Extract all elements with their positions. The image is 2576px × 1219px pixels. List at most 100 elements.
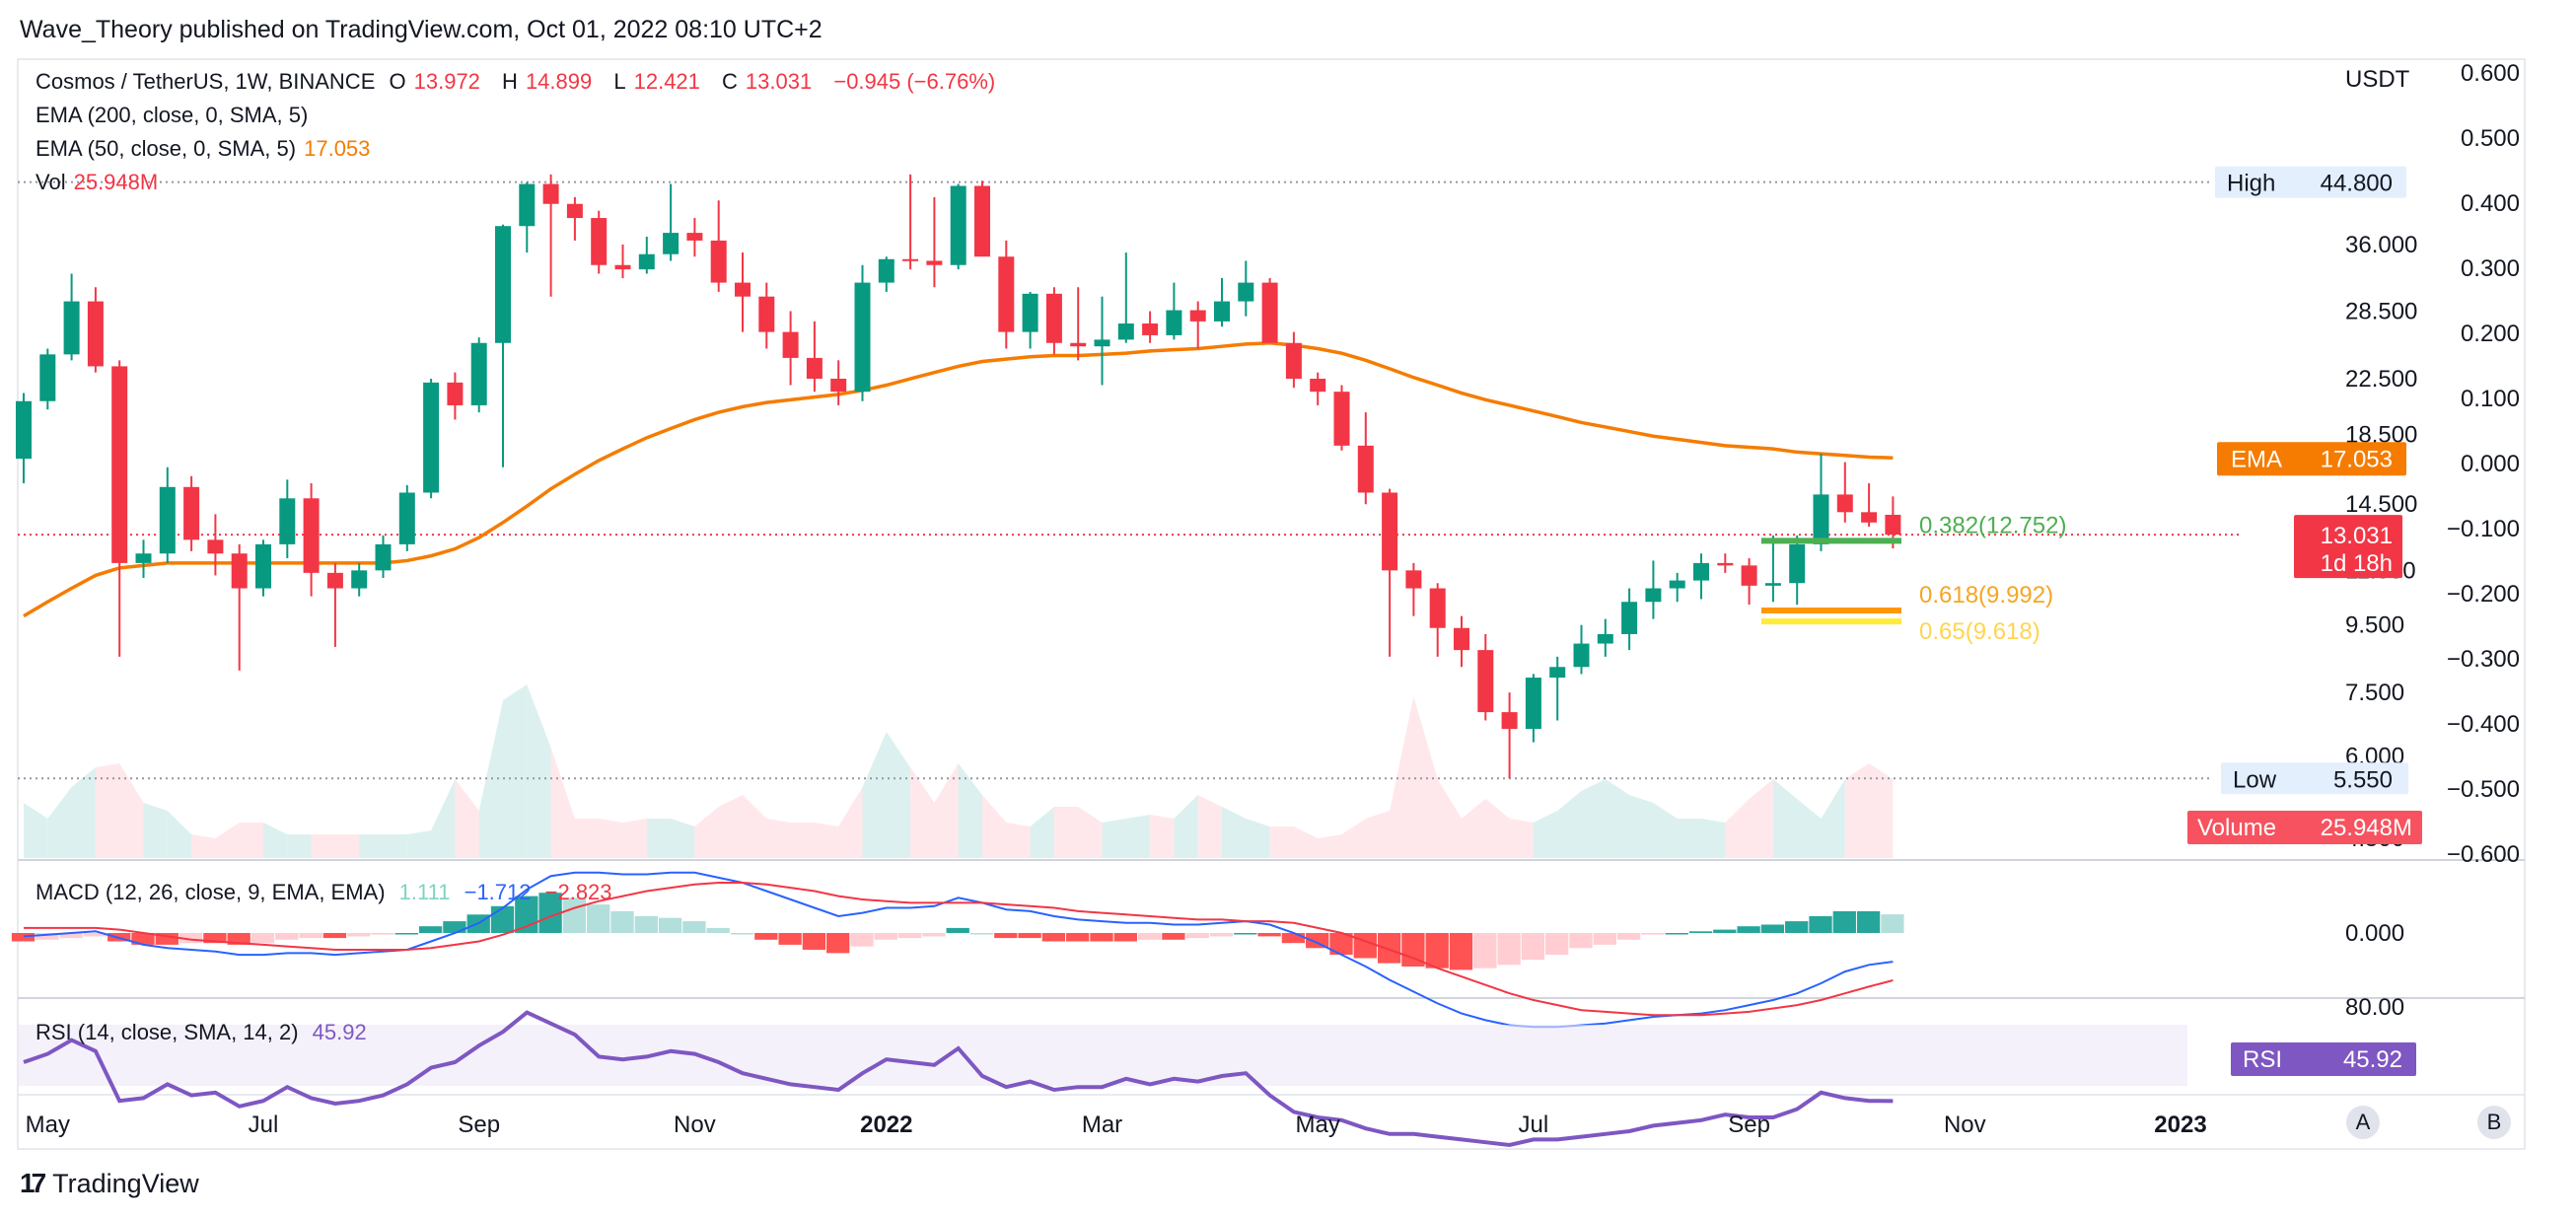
volume-area [191, 834, 216, 858]
right-axis-tick: 0.200 [2461, 321, 2520, 347]
price-tick-label: 9.500 [2345, 612, 2404, 639]
candle-body [758, 296, 775, 332]
volume-area [1246, 819, 1270, 858]
volume-area [671, 819, 695, 858]
candle-body [87, 301, 104, 367]
candle-body [1238, 282, 1254, 302]
macd-histogram-bar [1473, 933, 1497, 968]
candle-body [255, 543, 271, 589]
macd-line-value: −1.712 [464, 880, 532, 904]
volume-area [1677, 819, 1701, 858]
ema50-legend[interactable]: EMA (50, close, 0, SMA, 5) 17.053 [36, 136, 378, 162]
volume-area [934, 763, 959, 858]
candle-body [519, 183, 536, 227]
macd-histogram-bar [802, 933, 826, 950]
volume-area [1341, 819, 1366, 858]
macd-histogram-bar [969, 933, 994, 935]
symbol-name: Cosmos / TetherUS, 1W, BINANCE [36, 69, 376, 94]
time-axis-label: May [26, 1111, 70, 1138]
symbol-legend[interactable]: Cosmos / TetherUS, 1W, BINANCE O 13.972 H… [36, 69, 1003, 95]
candle-body [398, 492, 415, 544]
macd-tick-label: 0.000 [2345, 920, 2404, 947]
candle-body [207, 539, 224, 554]
candle-body [1764, 583, 1781, 586]
low-tag [2221, 762, 2408, 795]
volume-area [1749, 779, 1773, 858]
macd-hist-value: 1.111 [398, 880, 451, 904]
candle-body [1717, 562, 1734, 566]
volume-tag-value: 25.948M [2321, 815, 2412, 841]
macd-histogram-bar [275, 933, 299, 940]
macd-histogram-bar [1185, 933, 1209, 939]
volume-area [1053, 807, 1079, 858]
footer-brand[interactable]: 17 TradingView [20, 1168, 199, 1199]
right-axis-tick: −0.400 [2447, 711, 2520, 738]
candle-body [663, 233, 680, 254]
macd-histogram-bar [874, 933, 897, 940]
candle-body [710, 240, 727, 283]
volume-area [958, 763, 982, 858]
macd-legend[interactable]: MACD (12, 26, close, 9, EMA, EMA) 1.111 … [36, 880, 620, 905]
macd-histogram-bar [1521, 933, 1545, 961]
macd-histogram-bar [730, 933, 754, 935]
b-scale-button[interactable]: B [2477, 1106, 2511, 1139]
ema50-line [23, 341, 1894, 618]
candle-body [902, 258, 919, 261]
macd-histogram-bar [994, 933, 1018, 939]
volume-tag-label: Volume [2197, 815, 2276, 841]
candle-body [1117, 323, 1134, 340]
candle-body [1166, 310, 1182, 335]
price-tick-label: 7.500 [2345, 680, 2404, 706]
candle-body [1214, 301, 1230, 322]
volume-legend[interactable]: Vol 25.948M [36, 170, 166, 195]
candle-body [1070, 342, 1087, 347]
macd-histogram-bar [1329, 933, 1353, 956]
candle-body [1285, 342, 1302, 380]
high-tag [2215, 166, 2406, 198]
macd-histogram-bar [1066, 933, 1090, 942]
macd-histogram-bar [706, 927, 730, 933]
vol-label: Vol [36, 170, 66, 194]
candle-body [998, 256, 1015, 332]
candle-body [470, 342, 487, 405]
volume-area [1030, 807, 1054, 858]
macd-histogram-bar [179, 933, 203, 944]
macd-signal-value: −2.823 [544, 880, 612, 904]
ema50-label: EMA (50, close, 0, SMA, 5) [36, 136, 297, 161]
candle-body [1549, 667, 1566, 679]
candle-body [854, 282, 871, 393]
candle-body [1645, 588, 1662, 603]
right-axis-tick: −0.200 [2447, 581, 2520, 608]
vol-value: 25.948M [73, 170, 159, 194]
volume-area [167, 811, 192, 858]
candle-body [1597, 633, 1613, 644]
volume-area [1150, 815, 1175, 858]
macd-histogram-bar [1881, 914, 1904, 933]
volume-area [143, 803, 168, 858]
low-value: 12.421 [633, 69, 700, 94]
candle-body [1621, 602, 1638, 634]
candle-body [638, 253, 655, 270]
right-axis-tick: 0.600 [2461, 60, 2520, 87]
ema200-label: EMA (200, close, 0, SMA, 5) [36, 103, 309, 127]
macd-histogram-bar [1113, 933, 1137, 942]
volume-area [1629, 795, 1654, 858]
auto-scale-button[interactable]: A [2346, 1106, 2380, 1139]
open-value: 13.972 [413, 69, 480, 94]
candle-body [566, 203, 583, 219]
time-axis-label: 2023 [2154, 1111, 2206, 1138]
candle-body [1189, 310, 1206, 322]
candle-body [974, 185, 990, 257]
candle-body [1261, 282, 1278, 343]
volume-area [1006, 823, 1031, 858]
volume-area [478, 700, 503, 858]
macd-histogram-bar [36, 933, 59, 940]
right-axis-tick: −0.100 [2447, 516, 2520, 542]
ema200-legend[interactable]: EMA (200, close, 0, SMA, 5) [36, 103, 316, 128]
candle-body [375, 543, 392, 571]
rsi-legend[interactable]: RSI (14, close, SMA, 14, 2) 45.92 [36, 1020, 375, 1045]
macd-histogram-bar [11, 933, 36, 942]
volume-area [814, 823, 839, 858]
macd-histogram-bar [1545, 933, 1569, 956]
